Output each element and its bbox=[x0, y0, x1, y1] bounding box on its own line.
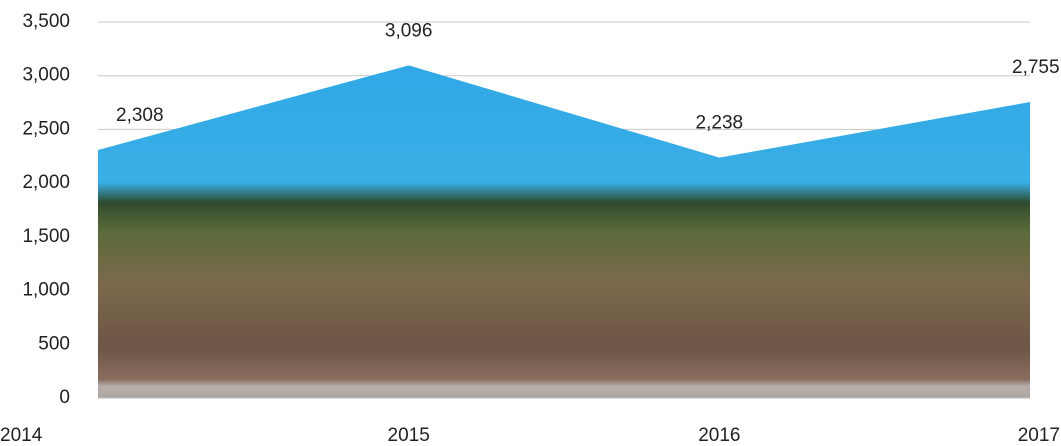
y-tick-label: 2,500 bbox=[22, 118, 70, 139]
y-tick-label: 0 bbox=[59, 387, 70, 408]
x-tick-label: 2016 bbox=[698, 425, 740, 446]
y-tick-label: 1,500 bbox=[22, 226, 70, 247]
x-tick-label: 2014 bbox=[0, 425, 43, 446]
data-label: 2,308 bbox=[116, 105, 164, 126]
y-tick-label: 3,000 bbox=[22, 65, 70, 86]
y-tick-label: 500 bbox=[38, 333, 70, 354]
y-tick-label: 3,500 bbox=[22, 11, 70, 32]
data-label: 2,755 bbox=[1012, 57, 1060, 78]
x-tick-label: 2015 bbox=[388, 425, 430, 446]
area bbox=[98, 65, 1030, 398]
y-tick-label: 1,000 bbox=[22, 280, 70, 301]
data-label: 3,096 bbox=[385, 20, 433, 41]
y-tick-label: 2,000 bbox=[22, 172, 70, 193]
data-label: 2,238 bbox=[696, 113, 744, 134]
x-tick-label: 2017 bbox=[1018, 425, 1060, 446]
